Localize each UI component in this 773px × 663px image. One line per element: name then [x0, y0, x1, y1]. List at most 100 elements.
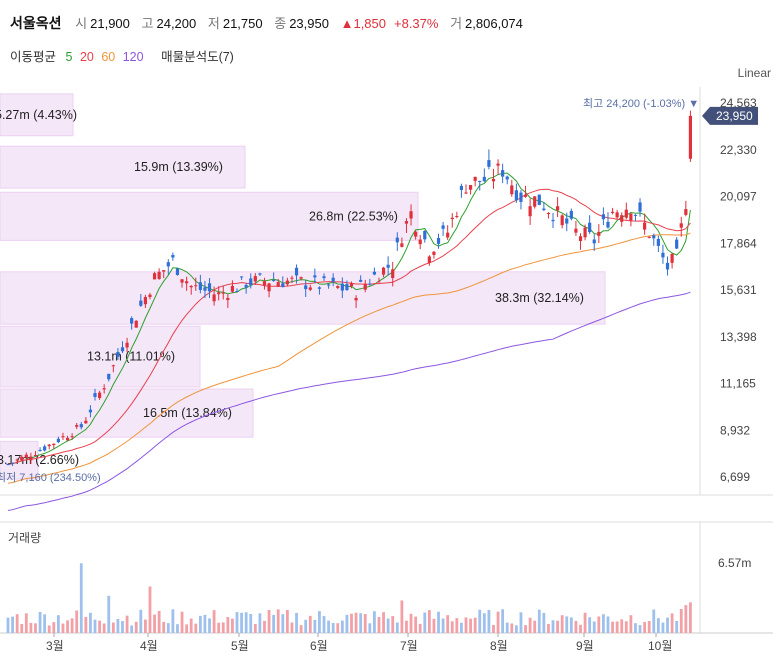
volume-bar: [533, 620, 537, 633]
volume-bar: [684, 605, 688, 633]
volume-bar: [153, 614, 156, 633]
volume-bar: [20, 623, 24, 633]
volume-bar: [606, 616, 610, 633]
candle-body: [189, 285, 193, 288]
volume-bar: [656, 618, 660, 633]
volume-bar: [450, 621, 454, 633]
open-label: 시: [75, 16, 88, 31]
volume-panel-label: 거래량: [8, 531, 41, 545]
candle-body: [52, 443, 56, 446]
month-label: 3월: [46, 639, 64, 653]
volume-bar: [318, 611, 321, 633]
volume-bar: [253, 623, 257, 633]
candle-body: [578, 236, 583, 242]
volume-bar: [537, 609, 541, 633]
price-tick-label: 24,563: [720, 96, 757, 110]
candle-body: [235, 290, 239, 292]
candle-body: [239, 276, 244, 278]
change-value: ▲1,850: [340, 16, 386, 31]
candle-body: [601, 214, 605, 220]
high-value: 24,200: [156, 16, 197, 31]
candle-body: [313, 275, 317, 278]
candle-body: [217, 292, 221, 295]
candle-body: [423, 230, 427, 240]
volume-bar: [304, 619, 308, 633]
volume-profile-label[interactable]: 매물분석도(7): [161, 50, 234, 64]
volume-bar: [189, 618, 193, 633]
volume-bar: [29, 622, 33, 633]
volume-bar: [496, 611, 500, 633]
candle-body: [464, 192, 468, 194]
ma-60[interactable]: 60: [101, 50, 116, 64]
candle-body: [198, 282, 202, 290]
volume-bar: [666, 617, 669, 633]
candle-body: [130, 318, 134, 324]
volume-bar: [629, 615, 633, 633]
volume-bar: [249, 613, 253, 633]
volume-bar: [382, 612, 385, 633]
open-value: 21,900: [90, 16, 130, 31]
volume-bar: [652, 609, 656, 633]
volume-bar: [368, 623, 372, 633]
candle-body: [455, 215, 459, 217]
volume-bar: [501, 609, 505, 633]
scale-type[interactable]: Linear: [737, 66, 771, 80]
volume-bar: [377, 617, 381, 633]
volume-profile-bar: [0, 271, 606, 325]
candle-body: [317, 287, 322, 289]
candle-body: [33, 454, 38, 456]
volume-bar: [395, 622, 399, 633]
candle-body: [15, 459, 19, 461]
volume-bar: [363, 613, 367, 633]
last-price-label: 23,950: [716, 109, 753, 123]
volume-bar: [597, 616, 601, 633]
volume-bar: [556, 620, 559, 633]
price-tick-label: 22,330: [720, 143, 757, 157]
volume-bar: [285, 610, 289, 633]
volume-bar: [679, 609, 683, 633]
volume-bar: [244, 612, 248, 633]
candle-body: [20, 456, 24, 461]
chart-header: 서울옥션 시 21,900 고 24,200 저 21,750 종 23,950 ▲1,…: [0, 0, 773, 70]
candle-body: [56, 438, 60, 443]
volume-bar: [427, 610, 431, 633]
ma-120[interactable]: 120: [122, 50, 144, 64]
volume-bar: [116, 618, 120, 633]
candle-body: [340, 283, 344, 291]
volume-bar: [373, 611, 376, 633]
candle-body: [336, 286, 340, 288]
candle-body: [569, 210, 573, 219]
volume-bar: [446, 615, 450, 633]
candle-body: [102, 388, 106, 390]
volume-bar: [592, 621, 596, 633]
ma-5[interactable]: 5: [65, 50, 73, 64]
ma-20[interactable]: 20: [79, 50, 94, 64]
volume-bar: [473, 617, 477, 633]
candle-body: [432, 251, 436, 255]
candle-body: [143, 297, 147, 305]
volume-bar: [98, 620, 101, 633]
ma-label[interactable]: 이동평균: [10, 50, 57, 64]
volume-bar: [281, 614, 285, 633]
volume-profile-bar: [0, 93, 74, 137]
candle-body: [372, 271, 376, 275]
candle-body: [162, 270, 166, 272]
volume-bar: [75, 610, 79, 633]
volume-bar: [15, 614, 19, 633]
volume-bar: [565, 616, 569, 633]
price-summary: 서울옥션 시 21,900 고 24,200 저 21,750 종 23,950 ▲1,…: [10, 13, 531, 33]
price-tick-label: 15,631: [720, 283, 757, 297]
volume-bar: [620, 619, 624, 633]
volume-bar: [569, 617, 573, 633]
candle-body: [377, 281, 381, 283]
candle-body: [510, 185, 514, 195]
volume-profile-label: 16.5m (13.84%): [143, 406, 232, 420]
candle-body: [70, 436, 74, 438]
month-label: 7월: [400, 639, 418, 653]
candle-body: [675, 239, 679, 249]
price-tick-label: 6,699: [720, 470, 750, 484]
volume-profile-label: 15.9m (13.39%): [134, 160, 223, 174]
volume-bar: [460, 622, 463, 633]
volume-bar: [505, 622, 509, 633]
